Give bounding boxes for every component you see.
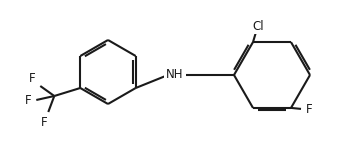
Text: F: F — [25, 93, 32, 106]
Text: Cl: Cl — [252, 20, 264, 33]
Text: F: F — [306, 103, 312, 116]
Text: NH: NH — [166, 69, 184, 82]
Text: F: F — [41, 116, 48, 129]
Text: F: F — [29, 72, 36, 85]
